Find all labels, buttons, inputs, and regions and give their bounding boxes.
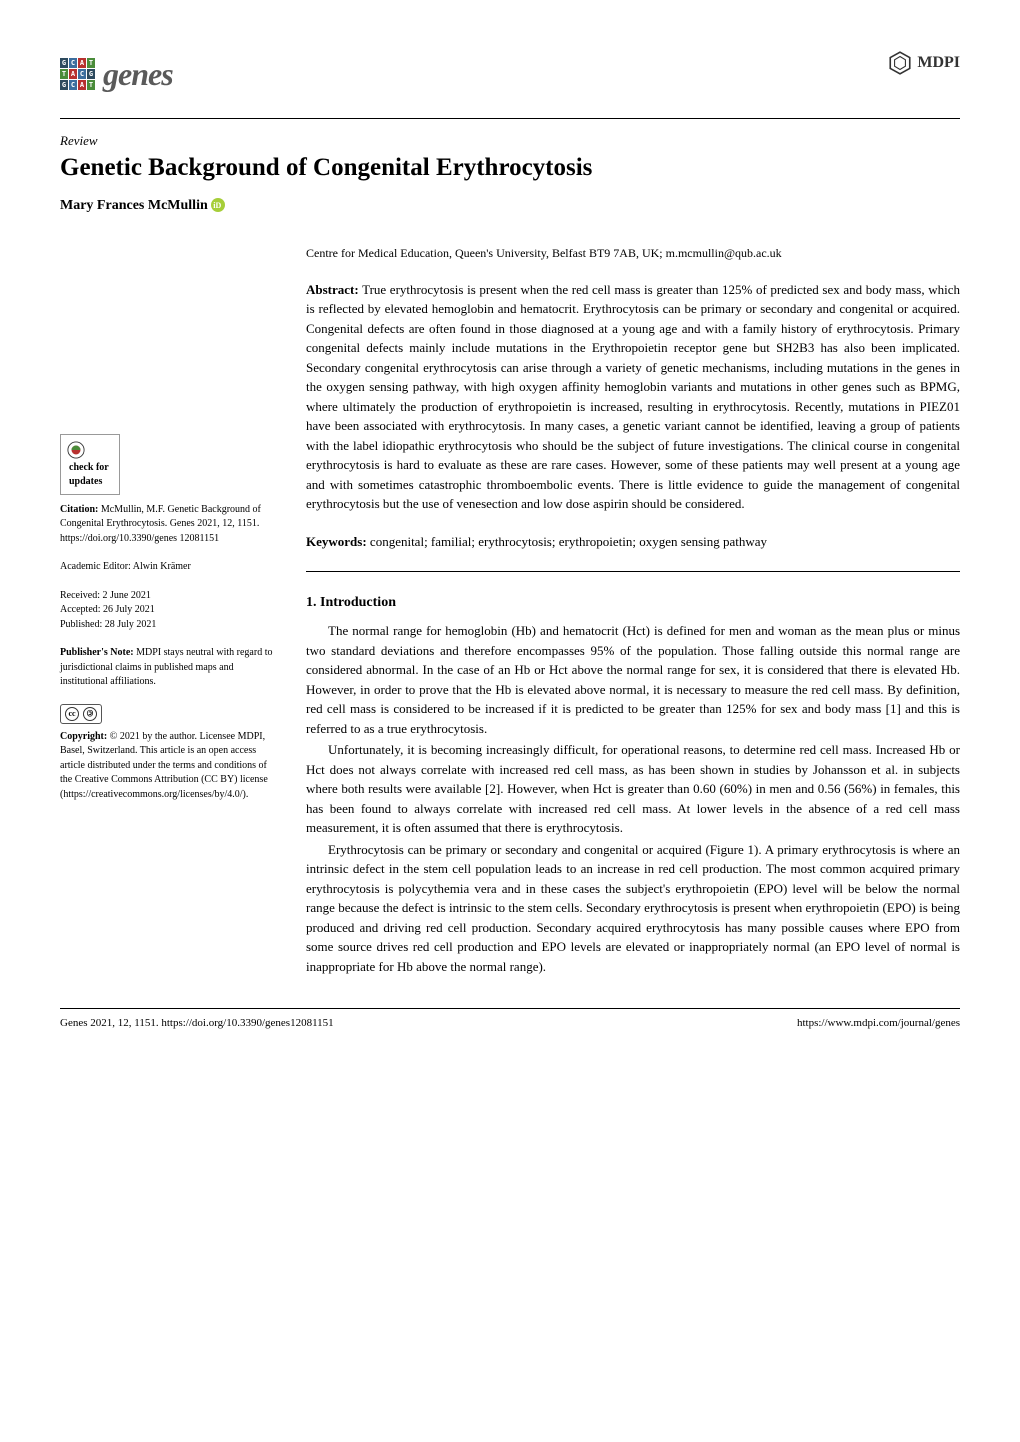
page-header: GCAT TACG GCAT genes MDPI <box>60 50 960 98</box>
keywords-label: Keywords: <box>306 534 367 549</box>
section-1-heading: 1. Introduction <box>306 592 960 613</box>
copyright-label: Copyright: <box>60 731 107 742</box>
sidebar-column: check for updates Citation: McMullin, M.… <box>60 244 278 979</box>
article-type: Review <box>60 131 960 151</box>
page-footer: Genes 2021, 12, 1151. https://doi.org/10… <box>60 1008 960 1032</box>
publisher-note-label: Publisher's Note: <box>60 647 134 658</box>
main-two-column: check for updates Citation: McMullin, M.… <box>60 244 960 979</box>
journal-name: genes <box>103 50 173 98</box>
footer-left: Genes 2021, 12, 1151. https://doi.org/10… <box>60 1015 334 1032</box>
cc-license-badge: cc 🄯 <box>60 704 278 724</box>
article-title: Genetic Background of Congenital Erythro… <box>60 153 960 183</box>
editor-block: Academic Editor: Alwin Krämer <box>60 560 278 575</box>
main-column: Centre for Medical Education, Queen's Un… <box>306 244 960 979</box>
abstract-block: Abstract: True erythrocytosis is present… <box>306 280 960 514</box>
check-updates-text: check for updates <box>69 461 109 490</box>
cc-icon: cc <box>65 707 79 721</box>
publisher-name: MDPI <box>917 51 960 75</box>
section-1-p2: Unfortunately, it is becoming increasing… <box>306 740 960 838</box>
keywords-block: Keywords: congenital; familial; erythroc… <box>306 532 960 552</box>
section-divider <box>306 571 960 572</box>
copyright-block: Copyright: © 2021 by the author. License… <box>60 730 278 803</box>
keywords-text: congenital; familial; erythrocytosis; er… <box>370 534 767 549</box>
by-icon: 🄯 <box>83 707 97 721</box>
mdpi-logo: MDPI <box>887 50 960 76</box>
author-name: Mary Frances McMullin <box>60 198 208 213</box>
check-updates-box[interactable]: check for updates <box>60 434 120 495</box>
abstract-label: Abstract: <box>306 282 359 297</box>
orcid-icon[interactable] <box>211 198 225 212</box>
header-divider <box>60 118 960 119</box>
footer-right: https://www.mdpi.com/journal/genes <box>797 1015 960 1032</box>
author-line: Mary Frances McMullin <box>60 195 960 216</box>
crossmark-icon <box>67 441 85 459</box>
citation-block: Citation: McMullin, M.F. Genetic Backgro… <box>60 503 278 547</box>
mdpi-hex-icon <box>887 50 913 76</box>
dates-block: Received: 2 June 2021 Accepted: 26 July … <box>60 589 278 633</box>
citation-label: Citation: <box>60 504 98 515</box>
section-1-p1: The normal range for hemoglobin (Hb) and… <box>306 621 960 738</box>
editor-label: Academic Editor: <box>60 561 131 572</box>
publisher-note-block: Publisher's Note: MDPI stays neutral wit… <box>60 646 278 690</box>
genes-logo-grid: GCAT TACG GCAT <box>60 58 95 90</box>
editor-value: Alwin Krämer <box>133 561 191 572</box>
journal-logo: GCAT TACG GCAT genes <box>60 50 173 98</box>
section-1-p3: Erythrocytosis can be primary or seconda… <box>306 840 960 977</box>
affiliation: Centre for Medical Education, Queen's Un… <box>306 244 960 262</box>
abstract-text: True erythrocytosis is present when the … <box>306 282 960 512</box>
